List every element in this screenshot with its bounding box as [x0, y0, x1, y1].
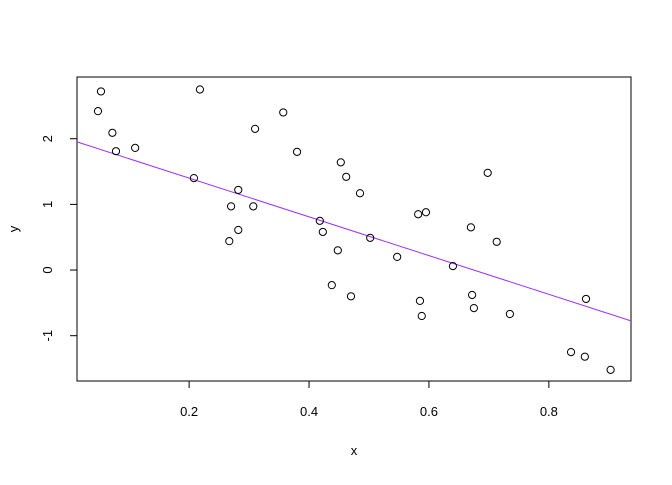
point	[318, 227, 327, 237]
point	[366, 233, 375, 242]
point	[468, 290, 477, 300]
y-tick-label: 0	[40, 266, 55, 273]
point	[234, 225, 243, 235]
x-tick-label: 0.6	[420, 404, 438, 419]
point	[249, 202, 258, 211]
point	[581, 294, 591, 304]
point	[355, 189, 365, 198]
point	[469, 304, 479, 313]
point	[393, 252, 402, 262]
point	[492, 237, 501, 246]
point	[414, 210, 423, 219]
x-tick-label: 0.2	[180, 404, 198, 419]
point	[421, 208, 431, 217]
point	[327, 281, 336, 290]
point	[505, 309, 514, 319]
point	[315, 216, 324, 225]
point	[448, 261, 458, 271]
point	[195, 85, 205, 94]
y-tick-label: -1	[40, 330, 55, 342]
point	[336, 158, 345, 167]
point	[466, 223, 476, 232]
point	[234, 185, 243, 195]
y-tick-label: 2	[40, 135, 55, 142]
x-axis-label: x	[351, 443, 358, 458]
point	[93, 107, 103, 116]
point	[606, 365, 615, 374]
point	[96, 87, 106, 96]
x-tick-label: 0.8	[540, 404, 558, 419]
point	[131, 143, 140, 153]
point	[417, 311, 426, 321]
point	[108, 128, 117, 137]
point	[346, 292, 356, 301]
point	[566, 348, 576, 357]
point	[189, 174, 199, 183]
y-axis-label: y	[6, 225, 21, 232]
point	[226, 202, 236, 211]
point	[225, 237, 234, 246]
point	[279, 108, 288, 117]
point	[292, 147, 302, 156]
point	[415, 296, 425, 305]
plot-frame	[76, 76, 632, 382]
regression-line	[76, 141, 632, 322]
y-tick-label: 1	[40, 201, 55, 208]
point	[250, 124, 260, 133]
point	[111, 147, 121, 156]
point	[333, 246, 342, 255]
point	[580, 352, 589, 361]
point	[342, 172, 351, 181]
x-tick-label: 0.4	[300, 404, 318, 419]
point	[483, 168, 492, 177]
